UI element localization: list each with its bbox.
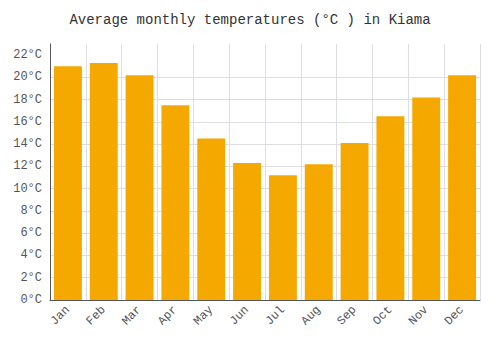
svg-text:Feb: Feb	[84, 303, 109, 328]
svg-text:Dec: Dec	[442, 303, 467, 328]
svg-text:Average monthly temperatures (: Average monthly temperatures (°C ) in Ki…	[69, 12, 430, 28]
svg-text:22°C: 22°C	[13, 48, 42, 62]
svg-text:8°C: 8°C	[20, 204, 42, 218]
svg-text:May: May	[191, 303, 216, 328]
svg-text:20°C: 20°C	[13, 70, 42, 84]
svg-text:12°C: 12°C	[13, 159, 42, 173]
svg-text:14°C: 14°C	[13, 137, 42, 151]
svg-text:10°C: 10°C	[13, 182, 42, 196]
svg-text:Oct: Oct	[370, 303, 395, 328]
svg-text:4°C: 4°C	[20, 248, 42, 262]
svg-text:Aug: Aug	[299, 303, 324, 328]
svg-text:Sep: Sep	[334, 303, 359, 328]
svg-text:Mar: Mar	[119, 303, 144, 328]
svg-text:Jul: Jul	[263, 303, 288, 328]
svg-text:Jun: Jun	[227, 303, 252, 328]
svg-text:Jan: Jan	[48, 303, 73, 328]
svg-text:Nov: Nov	[406, 303, 431, 328]
svg-text:18°C: 18°C	[13, 93, 42, 107]
svg-text:0°C: 0°C	[20, 293, 42, 307]
svg-text:16°C: 16°C	[13, 115, 42, 129]
svg-text:6°C: 6°C	[20, 226, 42, 240]
svg-text:Apr: Apr	[155, 303, 180, 328]
svg-text:2°C: 2°C	[20, 271, 42, 285]
